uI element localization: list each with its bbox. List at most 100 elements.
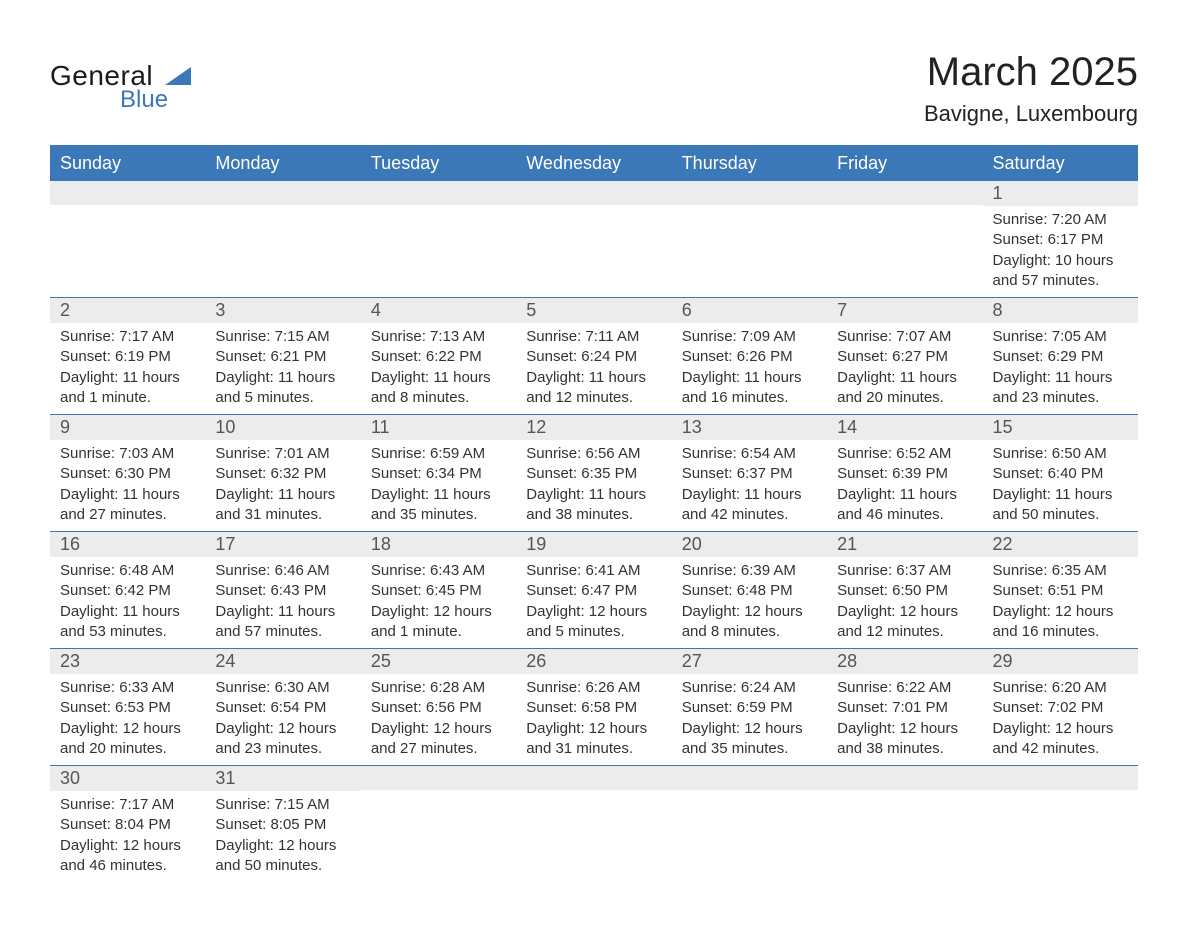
sunrise-line: Sunrise: 7:05 AM [993, 327, 1128, 347]
calendar-cell: 27Sunrise: 6:24 AMSunset: 6:59 PMDayligh… [672, 649, 827, 766]
day-number [361, 766, 516, 790]
daylight-line: Daylight: 12 hours and 27 minutes. [371, 719, 506, 760]
day-number: 30 [50, 766, 205, 791]
calendar-cell: 2Sunrise: 7:17 AMSunset: 6:19 PMDaylight… [50, 298, 205, 415]
day-body: Sunrise: 7:01 AMSunset: 6:32 PMDaylight:… [205, 440, 360, 531]
daylight-line: Daylight: 12 hours and 31 minutes. [526, 719, 661, 760]
day-body: Sunrise: 6:26 AMSunset: 6:58 PMDaylight:… [516, 674, 671, 765]
day-number [983, 766, 1138, 790]
day-body: Sunrise: 6:39 AMSunset: 6:48 PMDaylight:… [672, 557, 827, 648]
sunrise-line: Sunrise: 7:15 AM [215, 795, 350, 815]
sunrise-line: Sunrise: 6:37 AM [837, 561, 972, 581]
sunrise-line: Sunrise: 6:30 AM [215, 678, 350, 698]
calendar-cell-empty [672, 766, 827, 883]
weekday-header: Friday [827, 147, 982, 181]
daylight-line: Daylight: 11 hours and 31 minutes. [215, 485, 350, 526]
day-number: 11 [361, 415, 516, 440]
sunset-line: Sunset: 8:04 PM [60, 815, 195, 835]
sunrise-line: Sunrise: 7:03 AM [60, 444, 195, 464]
day-body: Sunrise: 7:03 AMSunset: 6:30 PMDaylight:… [50, 440, 205, 531]
daylight-line: Daylight: 12 hours and 38 minutes. [837, 719, 972, 760]
day-number: 28 [827, 649, 982, 674]
sunrise-line: Sunrise: 6:22 AM [837, 678, 972, 698]
sunset-line: Sunset: 6:24 PM [526, 347, 661, 367]
day-number: 12 [516, 415, 671, 440]
sunset-line: Sunset: 6:34 PM [371, 464, 506, 484]
day-number [672, 766, 827, 790]
sunset-line: Sunset: 7:01 PM [837, 698, 972, 718]
weekday-header: Tuesday [361, 147, 516, 181]
calendar-cell: 22Sunrise: 6:35 AMSunset: 6:51 PMDayligh… [983, 532, 1138, 649]
sunset-line: Sunset: 6:54 PM [215, 698, 350, 718]
day-number: 9 [50, 415, 205, 440]
day-number: 23 [50, 649, 205, 674]
day-body: Sunrise: 6:35 AMSunset: 6:51 PMDaylight:… [983, 557, 1138, 648]
sunrise-line: Sunrise: 6:50 AM [993, 444, 1128, 464]
daylight-line: Daylight: 11 hours and 35 minutes. [371, 485, 506, 526]
day-body: Sunrise: 6:50 AMSunset: 6:40 PMDaylight:… [983, 440, 1138, 531]
daylight-line: Daylight: 11 hours and 27 minutes. [60, 485, 195, 526]
calendar-cell: 15Sunrise: 6:50 AMSunset: 6:40 PMDayligh… [983, 415, 1138, 532]
day-number: 29 [983, 649, 1138, 674]
day-number: 5 [516, 298, 671, 323]
sunrise-line: Sunrise: 6:54 AM [682, 444, 817, 464]
calendar-cell: 3Sunrise: 7:15 AMSunset: 6:21 PMDaylight… [205, 298, 360, 415]
calendar-cell: 14Sunrise: 6:52 AMSunset: 6:39 PMDayligh… [827, 415, 982, 532]
calendar-cell: 6Sunrise: 7:09 AMSunset: 6:26 PMDaylight… [672, 298, 827, 415]
sunset-line: Sunset: 6:22 PM [371, 347, 506, 367]
sunset-line: Sunset: 8:05 PM [215, 815, 350, 835]
daylight-line: Daylight: 11 hours and 8 minutes. [371, 368, 506, 409]
calendar-cell: 16Sunrise: 6:48 AMSunset: 6:42 PMDayligh… [50, 532, 205, 649]
daylight-line: Daylight: 11 hours and 12 minutes. [526, 368, 661, 409]
daylight-line: Daylight: 11 hours and 20 minutes. [837, 368, 972, 409]
day-number [672, 181, 827, 205]
day-number: 22 [983, 532, 1138, 557]
weekday-header: Wednesday [516, 147, 671, 181]
calendar-cell: 4Sunrise: 7:13 AMSunset: 6:22 PMDaylight… [361, 298, 516, 415]
daylight-line: Daylight: 12 hours and 20 minutes. [60, 719, 195, 760]
day-number: 8 [983, 298, 1138, 323]
sunset-line: Sunset: 6:37 PM [682, 464, 817, 484]
sunset-line: Sunset: 6:32 PM [215, 464, 350, 484]
sunset-line: Sunset: 6:17 PM [993, 230, 1128, 250]
calendar-cell-empty [361, 181, 516, 298]
sunset-line: Sunset: 6:48 PM [682, 581, 817, 601]
day-body: Sunrise: 7:17 AMSunset: 6:19 PMDaylight:… [50, 323, 205, 414]
sunset-line: Sunset: 6:45 PM [371, 581, 506, 601]
sunset-line: Sunset: 6:27 PM [837, 347, 972, 367]
day-body: Sunrise: 6:22 AMSunset: 7:01 PMDaylight:… [827, 674, 982, 765]
sunset-line: Sunset: 6:51 PM [993, 581, 1128, 601]
day-number [516, 766, 671, 790]
day-body [361, 205, 516, 215]
day-body: Sunrise: 6:59 AMSunset: 6:34 PMDaylight:… [361, 440, 516, 531]
day-number [827, 766, 982, 790]
day-number [827, 181, 982, 205]
day-body: Sunrise: 7:05 AMSunset: 6:29 PMDaylight:… [983, 323, 1138, 414]
sunset-line: Sunset: 6:21 PM [215, 347, 350, 367]
day-body: Sunrise: 6:28 AMSunset: 6:56 PMDaylight:… [361, 674, 516, 765]
calendar-cell-empty [983, 766, 1138, 883]
calendar-cell: 5 Sunrise: 7:11 AMSunset: 6:24 PMDaylight… [516, 298, 671, 415]
sunrise-line: Sunrise: 7:11 AM [526, 327, 661, 347]
calendar-cell: 17Sunrise: 6:46 AMSunset: 6:43 PMDayligh… [205, 532, 360, 649]
sunset-line: Sunset: 6:39 PM [837, 464, 972, 484]
calendar-cell-empty [205, 181, 360, 298]
calendar-cell: 28Sunrise: 6:22 AMSunset: 7:01 PMDayligh… [827, 649, 982, 766]
day-number: 7 [827, 298, 982, 323]
daylight-line: Daylight: 11 hours and 38 minutes. [526, 485, 661, 526]
sunrise-line: Sunrise: 6:43 AM [371, 561, 506, 581]
calendar-cell-empty [516, 766, 671, 883]
calendar-cell: 30Sunrise: 7:17 AMSunset: 8:04 PMDayligh… [50, 766, 205, 883]
calendar-row: 2Sunrise: 7:17 AMSunset: 6:19 PMDaylight… [50, 298, 1138, 415]
day-body: Sunrise: 7:15 AMSunset: 8:05 PMDaylight:… [205, 791, 360, 882]
calendar-cell: 23Sunrise: 6:33 AMSunset: 6:53 PMDayligh… [50, 649, 205, 766]
sunset-line: Sunset: 6:43 PM [215, 581, 350, 601]
day-number: 21 [827, 532, 982, 557]
sunset-line: Sunset: 7:02 PM [993, 698, 1128, 718]
day-number: 31 [205, 766, 360, 791]
daylight-line: Daylight: 11 hours and 50 minutes. [993, 485, 1128, 526]
calendar-cell: 18Sunrise: 6:43 AMSunset: 6:45 PMDayligh… [361, 532, 516, 649]
daylight-line: Daylight: 11 hours and 42 minutes. [682, 485, 817, 526]
calendar-cell-empty [361, 766, 516, 883]
day-body: Sunrise: 7:20 AMSunset: 6:17 PMDaylight:… [983, 206, 1138, 297]
